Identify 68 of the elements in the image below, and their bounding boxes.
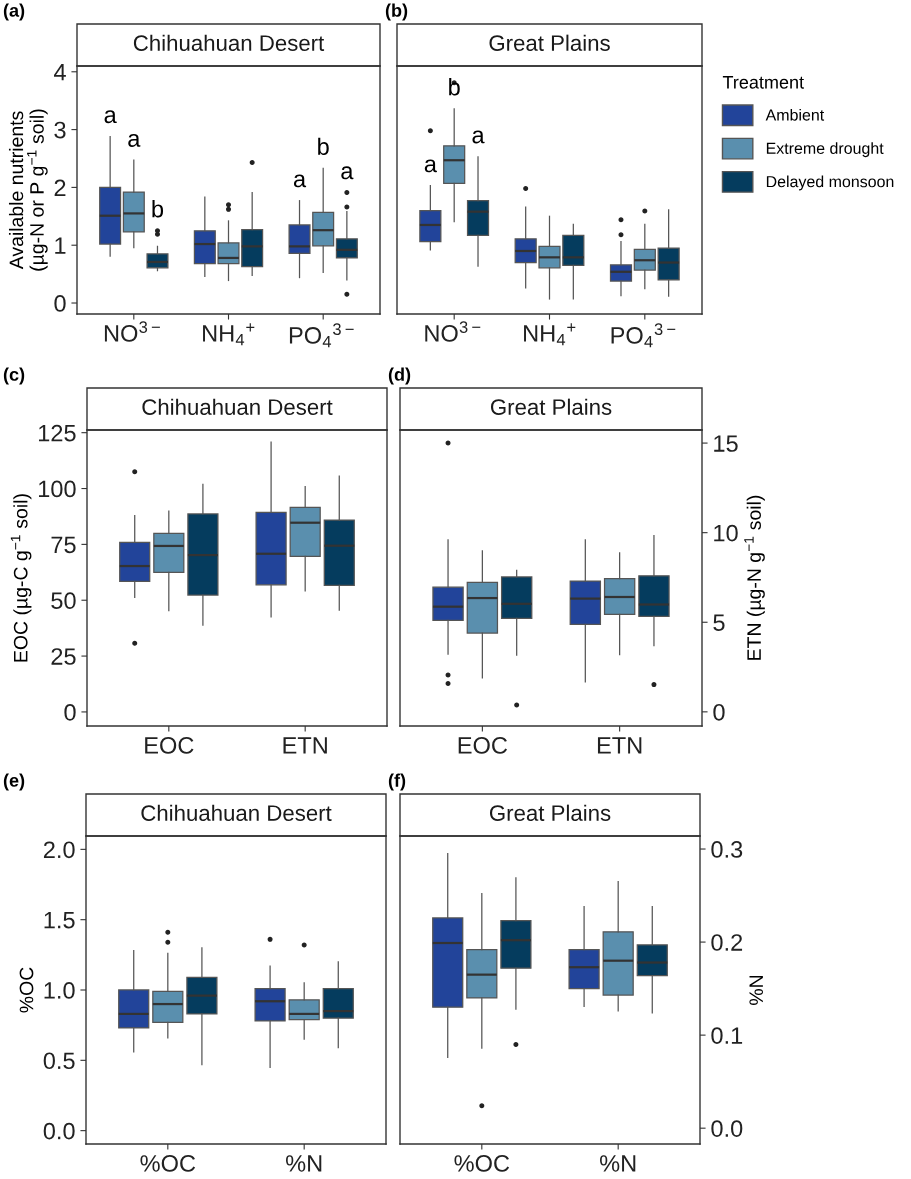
y-tick-label: 0 xyxy=(64,703,76,721)
y2-tick-label: 10 xyxy=(714,524,738,542)
text: a xyxy=(341,166,354,180)
chart-title: (b) xyxy=(385,3,408,21)
chart-subtitle: Great Plains xyxy=(489,804,611,821)
text: b xyxy=(152,200,164,218)
chart-title: (a) xyxy=(3,3,25,21)
text: a xyxy=(293,174,307,188)
y-axis-title: %OC xyxy=(19,967,34,1013)
y-tick-label: 3 xyxy=(54,121,66,139)
y-tick-label: 125 xyxy=(38,424,76,442)
chart-title: (f) xyxy=(388,773,406,791)
y-tick-label: 0 xyxy=(54,295,66,312)
y2-tick-label: 0.2 xyxy=(711,934,743,951)
x-tick-label: %N xyxy=(286,1155,322,1172)
text: b xyxy=(318,137,329,155)
x-tick-label: NO$^{3−}$ xyxy=(425,321,481,342)
y-tick-label: 100 xyxy=(38,480,76,498)
x-tick-label: NO$^{3−}$ xyxy=(104,321,160,342)
chart-subtitle: Chihuahuan Desert xyxy=(133,34,325,51)
x-tick-label: PO$_{4}$$^{3−}$ xyxy=(289,323,354,348)
x-tick-label: ETN xyxy=(283,737,327,754)
y2-axis-title: ETN (µg-N g$^{−1}$ soil) xyxy=(744,495,765,660)
text: a xyxy=(424,159,437,173)
text: a xyxy=(104,110,117,124)
y-tick-label: 1.5 xyxy=(44,911,75,929)
y-tick-label: 4 xyxy=(54,64,66,81)
y-tick-label: 2 xyxy=(54,179,66,196)
x-tick-label: EOC xyxy=(458,737,508,754)
y-tick-label: 2.0 xyxy=(43,841,75,859)
legend-label: Ambient xyxy=(765,108,825,121)
y2-tick-label: 0.3 xyxy=(711,841,743,858)
legend-label: Extreme drought xyxy=(766,142,884,158)
y-tick-label: 1 xyxy=(55,237,66,254)
y2-tick-label: 0.1 xyxy=(711,1027,743,1044)
legend-label: Delayed monsoon xyxy=(766,175,894,191)
x-tick-label: NH$_{4}$$^{+}$ xyxy=(203,323,255,346)
text: a xyxy=(128,133,141,147)
x-tick-label: %OC xyxy=(454,1155,510,1172)
chart-subtitle: Chihuahuan Desert xyxy=(141,804,332,821)
chart-title: (d) xyxy=(388,367,411,385)
x-tick-label: %N xyxy=(600,1155,636,1172)
x-tick-label: NH$_{4}$$^{+}$ xyxy=(524,323,576,346)
text: b xyxy=(449,78,460,96)
y2-tick-label: 0.0 xyxy=(711,1120,743,1137)
chart-title: (c) xyxy=(3,367,25,385)
legend-title: Treatment xyxy=(722,76,804,89)
x-tick-label: %OC xyxy=(140,1155,196,1172)
x-tick-label: PO$_{4}$$^{3−}$ xyxy=(611,323,676,348)
y2-axis-title: %N xyxy=(749,975,763,1005)
y2-tick-label: 15 xyxy=(714,435,738,452)
y2-tick-label: 5 xyxy=(713,614,725,632)
y-tick-label: 0.0 xyxy=(43,1122,75,1140)
y-tick-label: 25 xyxy=(51,648,76,665)
text: a xyxy=(472,130,485,144)
chart-subtitle: Chihuahuan Desert xyxy=(142,398,333,415)
x-tick-label: EOC xyxy=(145,737,194,754)
x-tick-label: ETN xyxy=(597,737,642,754)
y-axis-title: EOC (µg-C g$^{−1}$ soil) xyxy=(10,494,32,662)
y2-tick-label: 0 xyxy=(713,703,725,721)
chart-title: (e) xyxy=(3,773,25,791)
y-tick-label: 1.0 xyxy=(44,982,75,999)
chart-subtitle: Great Plains xyxy=(490,398,612,415)
y-axis-title: Available nutrients (µg-N or P g$^{−1}$ soil) xyxy=(8,109,48,271)
chart-subtitle: Great Plains xyxy=(489,34,610,51)
y-tick-label: 50 xyxy=(51,592,76,610)
y-tick-label: 75 xyxy=(51,536,76,554)
y-tick-label: 0.5 xyxy=(43,1052,75,1070)
